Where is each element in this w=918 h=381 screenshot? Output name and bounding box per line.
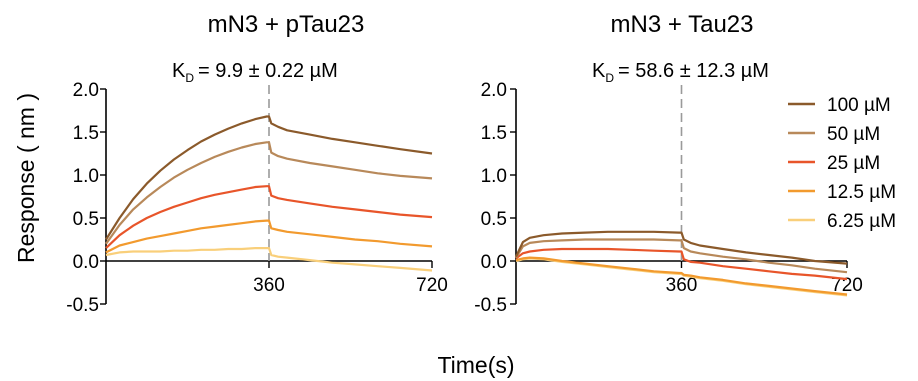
legend-label: 25 µM bbox=[827, 153, 880, 174]
chart-panel-1: mN3 + pTau23 KD = 9.9 ± 0.22 µM -0.5 0.0 0.5 1… bbox=[66, 11, 448, 316]
y-tick-label: 0.0 bbox=[481, 252, 507, 273]
series-line-6-25M bbox=[105, 247, 433, 272]
y-tick-label: 2.0 bbox=[73, 80, 99, 101]
series-line-100M bbox=[105, 115, 433, 241]
legend: 100 µM 50 µM 25 µM 12.5 µM 6.25 µM bbox=[788, 95, 896, 232]
legend-label: 6.25 µM bbox=[827, 211, 896, 232]
kd-annotation: KD = 9.9 ± 0.22 µM bbox=[172, 60, 338, 85]
y-tick-label: 0.5 bbox=[481, 209, 507, 230]
kd-value: = 9.9 ± 0.22 µM bbox=[198, 60, 338, 82]
y-axis-label: Response ( nm ) bbox=[13, 93, 39, 263]
legend-label: 100 µM bbox=[827, 95, 891, 116]
y-tick-label: -0.5 bbox=[474, 295, 507, 316]
kd-annotation: KD = 58.6 ± 12.3 µM bbox=[592, 60, 769, 85]
kd-symbol: K bbox=[592, 60, 606, 82]
series-line-100M bbox=[515, 230, 848, 265]
x-tick-label: 720 bbox=[416, 275, 448, 296]
series-line-50M bbox=[515, 238, 848, 274]
x-tick-label: 360 bbox=[253, 275, 285, 296]
y-tick-label: 1.5 bbox=[481, 123, 507, 144]
y-tick-label: 1.0 bbox=[73, 166, 99, 187]
series-line-12-5M bbox=[105, 219, 433, 254]
kd-symbol: K bbox=[172, 60, 186, 82]
y-tick-label: 0.0 bbox=[73, 252, 99, 273]
x-axis-label: Time(s) bbox=[437, 352, 514, 378]
y-tick-label: -0.5 bbox=[66, 295, 99, 316]
y-tick-label: 1.0 bbox=[481, 166, 507, 187]
series-line-12-5M bbox=[515, 256, 848, 296]
chart-title: mN3 + Tau23 bbox=[611, 11, 754, 38]
x-tick-label: 360 bbox=[666, 275, 698, 296]
y-tick-label: 0.5 bbox=[73, 209, 99, 230]
kd-value: = 58.6 ± 12.3 µM bbox=[618, 60, 769, 82]
series-line-25M bbox=[515, 247, 848, 281]
x-tick-label: 720 bbox=[831, 275, 863, 296]
chart-title: mN3 + pTau23 bbox=[208, 11, 365, 38]
series-line-50M bbox=[105, 141, 433, 245]
series-line-25M bbox=[105, 185, 433, 249]
y-tick-label: 1.5 bbox=[73, 123, 99, 144]
legend-label: 50 µM bbox=[827, 124, 880, 145]
y-tick-label: 2.0 bbox=[481, 80, 507, 101]
legend-label: 12.5 µM bbox=[827, 182, 896, 203]
kd-subscript: D bbox=[605, 71, 614, 85]
kd-subscript: D bbox=[185, 71, 194, 85]
